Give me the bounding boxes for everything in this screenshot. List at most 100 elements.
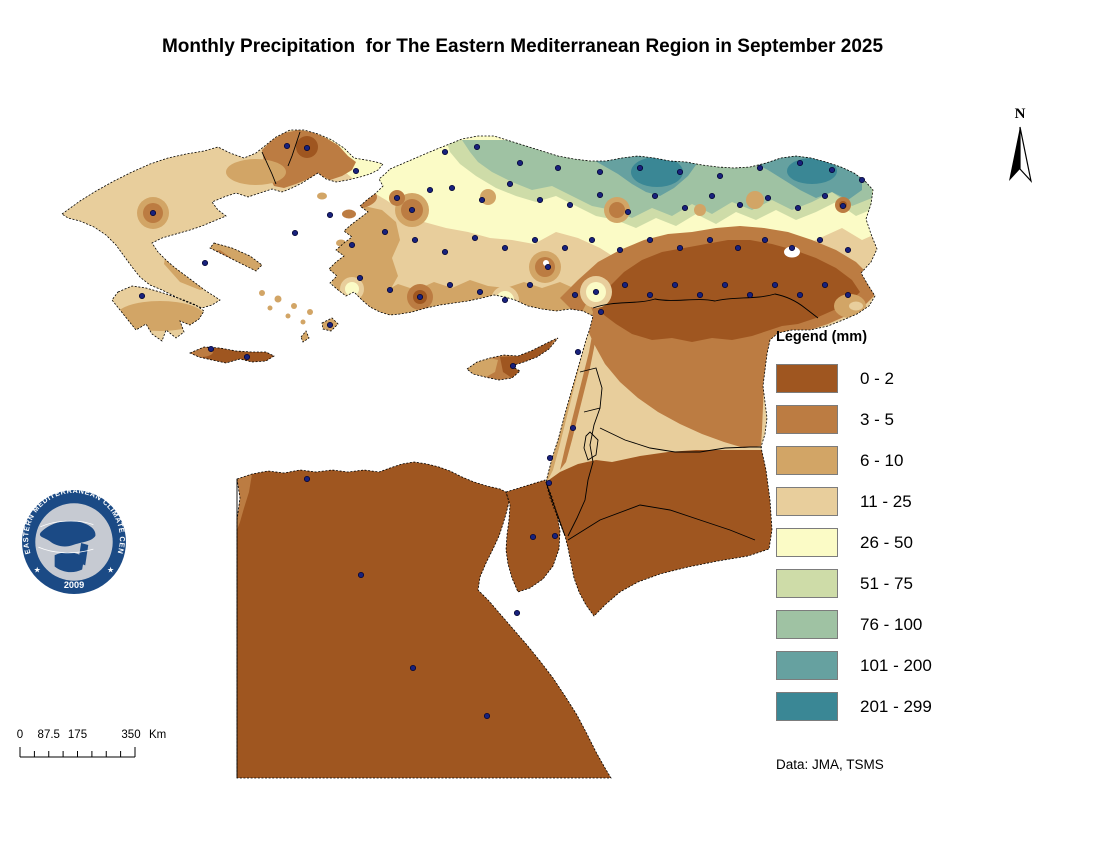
legend-swatch (776, 692, 838, 721)
station-dot (624, 208, 632, 216)
station-dot (138, 292, 146, 300)
station-dot (794, 204, 802, 212)
station-dot (352, 167, 360, 175)
station-dot (531, 236, 539, 244)
station-dot (796, 159, 804, 167)
station-dot (816, 236, 824, 244)
station-dot (356, 274, 364, 282)
legend-swatch (776, 405, 838, 434)
legend-swatch (776, 569, 838, 598)
station-dot (736, 201, 744, 209)
station-dot (858, 176, 866, 184)
legend-item: 201 - 299 (776, 692, 976, 721)
station-dot (326, 321, 334, 329)
station-dot (243, 353, 251, 361)
station-dot (348, 241, 356, 249)
station-dot (671, 281, 679, 289)
station-dot (446, 281, 454, 289)
station-dot (746, 291, 754, 299)
station-dot (596, 191, 604, 199)
station-dot (574, 348, 582, 356)
station-dot (554, 164, 562, 172)
station-dot (771, 281, 779, 289)
station-dot (646, 236, 654, 244)
station-dot (408, 206, 416, 214)
station-dot (696, 291, 704, 299)
station-dot (651, 192, 659, 200)
legend-swatch (776, 364, 838, 393)
legend-item: 6 - 10 (776, 446, 976, 475)
station-dot (291, 229, 299, 237)
station-dot (473, 143, 481, 151)
scale-bar-labels: 0 87.5 175 350 Km (16, 729, 167, 741)
station-dot (821, 192, 829, 200)
station-dot (509, 362, 517, 370)
legend-swatch (776, 528, 838, 557)
station-dot (483, 712, 491, 720)
station-dot (283, 142, 291, 150)
station-dot (571, 291, 579, 299)
station-dot (566, 201, 574, 209)
station-dot (501, 244, 509, 252)
scale-bar-ticks (19, 747, 136, 758)
station-dot (516, 159, 524, 167)
station-dot (441, 148, 449, 156)
station-dot (621, 281, 629, 289)
country-borders (236, 131, 819, 778)
station-dot (501, 296, 509, 304)
station-dot (569, 424, 577, 432)
data-source-text: Data: JMA, TSMS (776, 757, 884, 772)
station-dot (761, 236, 769, 244)
station-dot (734, 244, 742, 252)
legend-item: 3 - 5 (776, 405, 976, 434)
scale-bar: 0 87.5 175 350 Km (16, 729, 186, 763)
station-dot (546, 454, 554, 462)
station-dot (592, 288, 600, 296)
station-dot (201, 259, 209, 267)
legend-item: 26 - 50 (776, 528, 976, 557)
legend-item: 11 - 25 (776, 487, 976, 516)
station-dot (476, 288, 484, 296)
station-dot (529, 533, 537, 541)
station-dot (796, 291, 804, 299)
station-dot (636, 164, 644, 172)
station-dot (597, 308, 605, 316)
legend-item: 76 - 100 (776, 610, 976, 639)
logo-star-left: ★ (34, 566, 41, 575)
station-dot (207, 345, 215, 353)
legend: Legend (mm) 0 - 2 3 - 5 6 - 10 11 - 25 2… (776, 329, 976, 733)
station-dot (596, 168, 604, 176)
map-title: Monthly Precipitation for The Eastern Me… (161, 36, 884, 57)
station-dot (357, 571, 365, 579)
station-dot (411, 236, 419, 244)
station-dot (448, 184, 456, 192)
station-dot (381, 228, 389, 236)
station-dots (138, 142, 866, 720)
station-dot (426, 186, 434, 194)
station-dot (764, 194, 772, 202)
station-dot (839, 202, 847, 210)
logo-year: 2009 (64, 580, 84, 590)
legend-swatch (776, 610, 838, 639)
station-dot (588, 236, 596, 244)
station-dot (844, 291, 852, 299)
station-dot (545, 479, 553, 487)
legend-swatch (776, 651, 838, 680)
station-dot (478, 196, 486, 204)
station-dot (303, 475, 311, 483)
station-dot (409, 664, 417, 672)
station-dot (844, 246, 852, 254)
station-dot (471, 234, 479, 242)
station-dot (646, 291, 654, 299)
station-dot (544, 263, 552, 271)
legend-swatch (776, 487, 838, 516)
station-dot (149, 209, 157, 217)
legend-swatch (776, 446, 838, 475)
station-dot (326, 211, 334, 219)
legend-item: 51 - 75 (776, 569, 976, 598)
north-arrow: N (998, 106, 1042, 192)
north-arrow-icon (1009, 126, 1033, 184)
station-dot (506, 180, 514, 188)
